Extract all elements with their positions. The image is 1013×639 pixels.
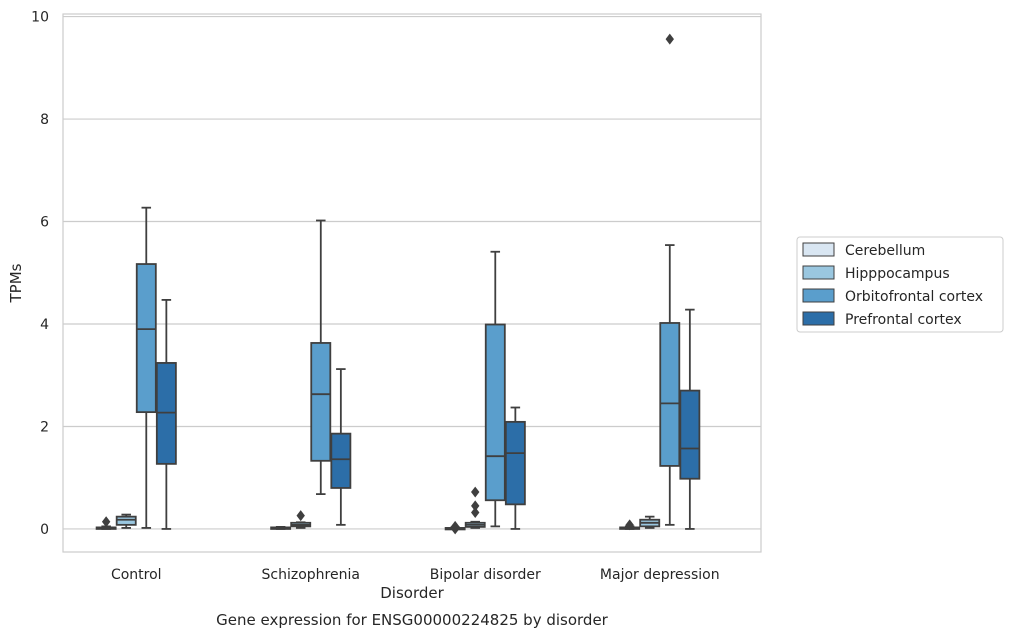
box-body — [135, 263, 157, 414]
legend-frame — [796, 236, 1004, 333]
legend-swatch — [802, 288, 835, 303]
y-tick-label: 0 — [40, 522, 49, 538]
box-body — [330, 432, 352, 489]
x-axis-ticks: Control Schizophrenia Bipolar disorder Majo… — [111, 567, 720, 583]
box-2-3 — [504, 406, 526, 530]
y-tick-label: 4 — [40, 317, 49, 333]
box-1-2 — [310, 219, 332, 496]
box-1-3 — [330, 368, 352, 526]
y-tick-label: 8 — [40, 112, 49, 128]
legend-label: Hipppocampus — [845, 266, 950, 282]
outlier-point — [101, 516, 111, 528]
outlier-point — [471, 500, 480, 512]
outlier-point — [471, 507, 480, 519]
y-tick-label: 6 — [40, 215, 49, 231]
box-0-0 — [95, 516, 117, 530]
legend-swatch — [802, 242, 835, 257]
box-body — [310, 342, 332, 462]
x-tick-label: Major depression — [600, 567, 720, 583]
legend-swatch — [802, 311, 835, 326]
box-body — [679, 389, 701, 480]
x-tick-label: Bipolar disorder — [430, 567, 541, 583]
box-1-1 — [290, 510, 312, 529]
boxes-layer — [95, 33, 701, 535]
legend-label: Orbitofrontal cortex — [845, 289, 983, 305]
box-2-1 — [464, 486, 486, 529]
outlier-point — [625, 519, 634, 531]
box-0-2 — [135, 206, 157, 529]
x-tick-label: Control — [111, 567, 162, 583]
box-3-2 — [659, 33, 681, 526]
outlier-point — [665, 33, 674, 45]
box-body — [115, 515, 137, 526]
outlier-point — [296, 510, 305, 522]
legend-swatch — [802, 265, 835, 280]
grid-lines — [63, 15, 761, 530]
box-body — [484, 323, 506, 502]
chart-caption: Gene expression for ENSG00000224825 by d… — [216, 611, 609, 629]
legend-label: Cerebellum — [845, 243, 925, 259]
y-tick-label: 2 — [40, 419, 49, 435]
box-3-0 — [619, 519, 641, 531]
box-2-2 — [484, 250, 506, 528]
box-1-0 — [270, 525, 292, 530]
box-0-3 — [155, 299, 177, 530]
box-3-3 — [679, 308, 701, 530]
box-3-1 — [639, 515, 661, 529]
y-tick-label: 10 — [31, 10, 49, 26]
y-axis-ticks: 0 2 4 6 8 10 — [31, 10, 49, 538]
box-0-1 — [115, 513, 137, 529]
y-axis-title: TPMs — [7, 263, 25, 303]
legend: Cerebellum Hipppocampus Orbitofrontal cort… — [796, 236, 1004, 333]
outlier-point — [450, 523, 460, 535]
box-body — [504, 420, 526, 506]
outlier-point — [471, 486, 480, 498]
box-2-0 — [444, 520, 466, 535]
x-tick-label: Schizophrenia — [262, 567, 360, 583]
x-axis-title: Disorder — [380, 584, 444, 602]
plot-area-frame — [62, 13, 762, 553]
legend-label: Prefrontal cortex — [845, 312, 962, 328]
box-body — [659, 322, 681, 467]
